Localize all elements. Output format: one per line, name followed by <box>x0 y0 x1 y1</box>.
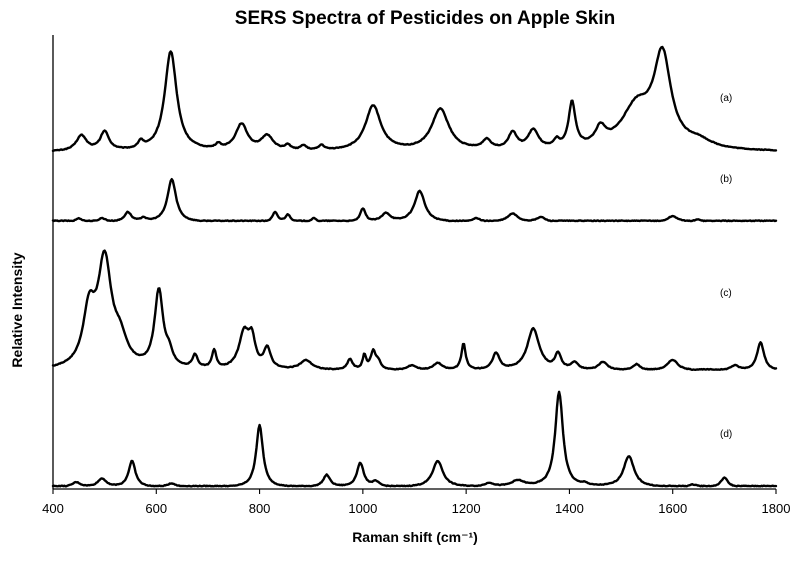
x-tick-label: 1400 <box>555 501 584 516</box>
x-tick-label: 1000 <box>348 501 377 516</box>
x-tick-label: 1600 <box>658 501 687 516</box>
x-tick-label: 1200 <box>452 501 481 516</box>
spectrum-line-a <box>51 45 778 153</box>
series-label-c: (c) <box>720 288 732 299</box>
y-axis-label: Relative Intensity <box>9 252 25 367</box>
chart-title: SERS Spectra of Pesticides on Apple Skin <box>235 8 615 29</box>
series-label-a: (a) <box>720 93 732 104</box>
x-ticks: 400 600 800 1000 1200 1400 1600 1800 <box>42 489 790 516</box>
x-tick-label: 800 <box>249 501 271 516</box>
spectra <box>51 45 778 488</box>
series-label-d: (d) <box>720 429 732 440</box>
x-tick-label: 400 <box>42 501 64 516</box>
series-label-b: (b) <box>720 174 732 185</box>
spectrum-line-c <box>51 249 778 371</box>
x-tick-label: 1800 <box>762 501 791 516</box>
trace-labels: (a) (b) (c) (d) <box>720 93 732 440</box>
spectrum-line-d <box>51 390 778 488</box>
spectrum-line-b <box>51 178 778 223</box>
x-tick-label: 600 <box>145 501 167 516</box>
x-axis-label: Raman shift (cm⁻¹) <box>352 529 478 545</box>
